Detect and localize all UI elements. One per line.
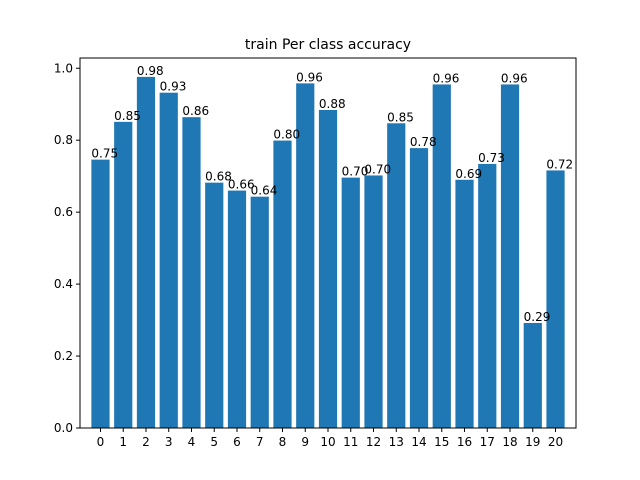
bar-18 — [500, 84, 520, 429]
x-tick-label-10: 10 — [320, 435, 335, 449]
bar-11 — [341, 177, 360, 428]
data-label-5: 0.68 — [205, 170, 232, 184]
bar-8 — [273, 140, 292, 428]
bar-19 — [523, 322, 542, 428]
x-tick-label-0: 0 — [97, 435, 105, 449]
data-label-12: 0.70 — [364, 162, 391, 176]
x-tick-label-4: 4 — [188, 435, 196, 449]
x-tick-label-12: 12 — [366, 435, 381, 449]
bar-6 — [227, 190, 247, 428]
x-tick-label-15: 15 — [434, 435, 449, 449]
x-tick-label-3: 3 — [165, 435, 173, 449]
bar-4 — [182, 117, 201, 429]
data-label-1: 0.85 — [114, 109, 141, 123]
data-label-4: 0.86 — [182, 104, 209, 118]
data-label-16: 0.69 — [455, 167, 482, 181]
bar-16 — [455, 179, 474, 428]
x-tick-label-16: 16 — [457, 435, 472, 449]
data-label-17: 0.73 — [478, 151, 505, 165]
bar-1 — [114, 121, 133, 428]
x-tick-label-5: 5 — [210, 435, 218, 449]
x-tick-label-18: 18 — [502, 435, 517, 449]
x-tick-label-9: 9 — [301, 435, 309, 449]
bar-14 — [409, 148, 429, 428]
data-label-6: 0.66 — [228, 178, 255, 192]
y-tick-label-0.6: 0.6 — [54, 205, 73, 219]
x-tick-label-6: 6 — [233, 435, 241, 449]
data-label-2: 0.98 — [137, 64, 164, 78]
data-label-11: 0.70 — [342, 165, 369, 179]
chart-title: train Per class accuracy — [245, 37, 411, 53]
bar-9 — [296, 83, 315, 428]
x-tick-label-20: 20 — [548, 435, 563, 449]
x-axis: 0 1 2 3 4 5 6 7 8 9 10 11 12 13 14 15 16 17 18 19 20 — [97, 428, 563, 449]
bar-0 — [91, 159, 110, 428]
data-label-15: 0.96 — [433, 71, 460, 85]
x-tick-label-14: 14 — [411, 435, 426, 449]
data-label-0: 0.75 — [91, 147, 118, 161]
data-label-7: 0.64 — [251, 184, 278, 198]
data-label-14: 0.78 — [410, 135, 437, 149]
x-tick-label-17: 17 — [480, 435, 495, 449]
x-tick-label-1: 1 — [119, 435, 127, 449]
bar-3 — [159, 92, 178, 428]
bar-12 — [364, 175, 383, 428]
y-tick-label-0.4: 0.4 — [54, 277, 73, 291]
x-tick-label-11: 11 — [343, 435, 358, 449]
data-labels-group: 0.75 0.85 0.98 0.93 0.86 0.680.660.64 0.80 0.96… — [91, 64, 573, 324]
x-tick-label-2: 2 — [142, 435, 150, 449]
bar-15 — [432, 84, 451, 429]
data-label-8: 0.80 — [273, 128, 300, 142]
data-label-9: 0.96 — [296, 70, 323, 84]
bar-13 — [387, 123, 406, 428]
data-label-18: 0.96 — [501, 71, 528, 85]
x-tick-label-13: 13 — [389, 435, 404, 449]
bar-2 — [136, 76, 156, 429]
x-tick-label-8: 8 — [279, 435, 287, 449]
y-tick-label-1.0: 1.0 — [54, 61, 73, 75]
data-label-3: 0.93 — [160, 80, 187, 94]
bar-7 — [250, 196, 269, 428]
bars-group — [91, 76, 565, 429]
bar-20 — [546, 170, 565, 428]
data-label-20: 0.72 — [546, 157, 573, 171]
data-label-10: 0.88 — [319, 97, 346, 111]
data-label-19: 0.29 — [524, 310, 551, 324]
bar-17 — [478, 163, 497, 428]
plot-frame — [79, 57, 577, 429]
bar-5 — [205, 182, 224, 428]
y-tick-label-0.8: 0.8 — [54, 133, 73, 147]
bar-10 — [318, 109, 338, 429]
x-tick-label-19: 19 — [525, 435, 540, 449]
y-tick-label-0.2: 0.2 — [54, 349, 73, 363]
y-tick-label-0.0: 0.0 — [54, 421, 73, 435]
y-axis: 0.0 0.2 0.4 0.6 0.8 1.0 — [54, 61, 80, 435]
x-tick-label-7: 7 — [256, 435, 264, 449]
data-label-13: 0.85 — [387, 110, 414, 124]
